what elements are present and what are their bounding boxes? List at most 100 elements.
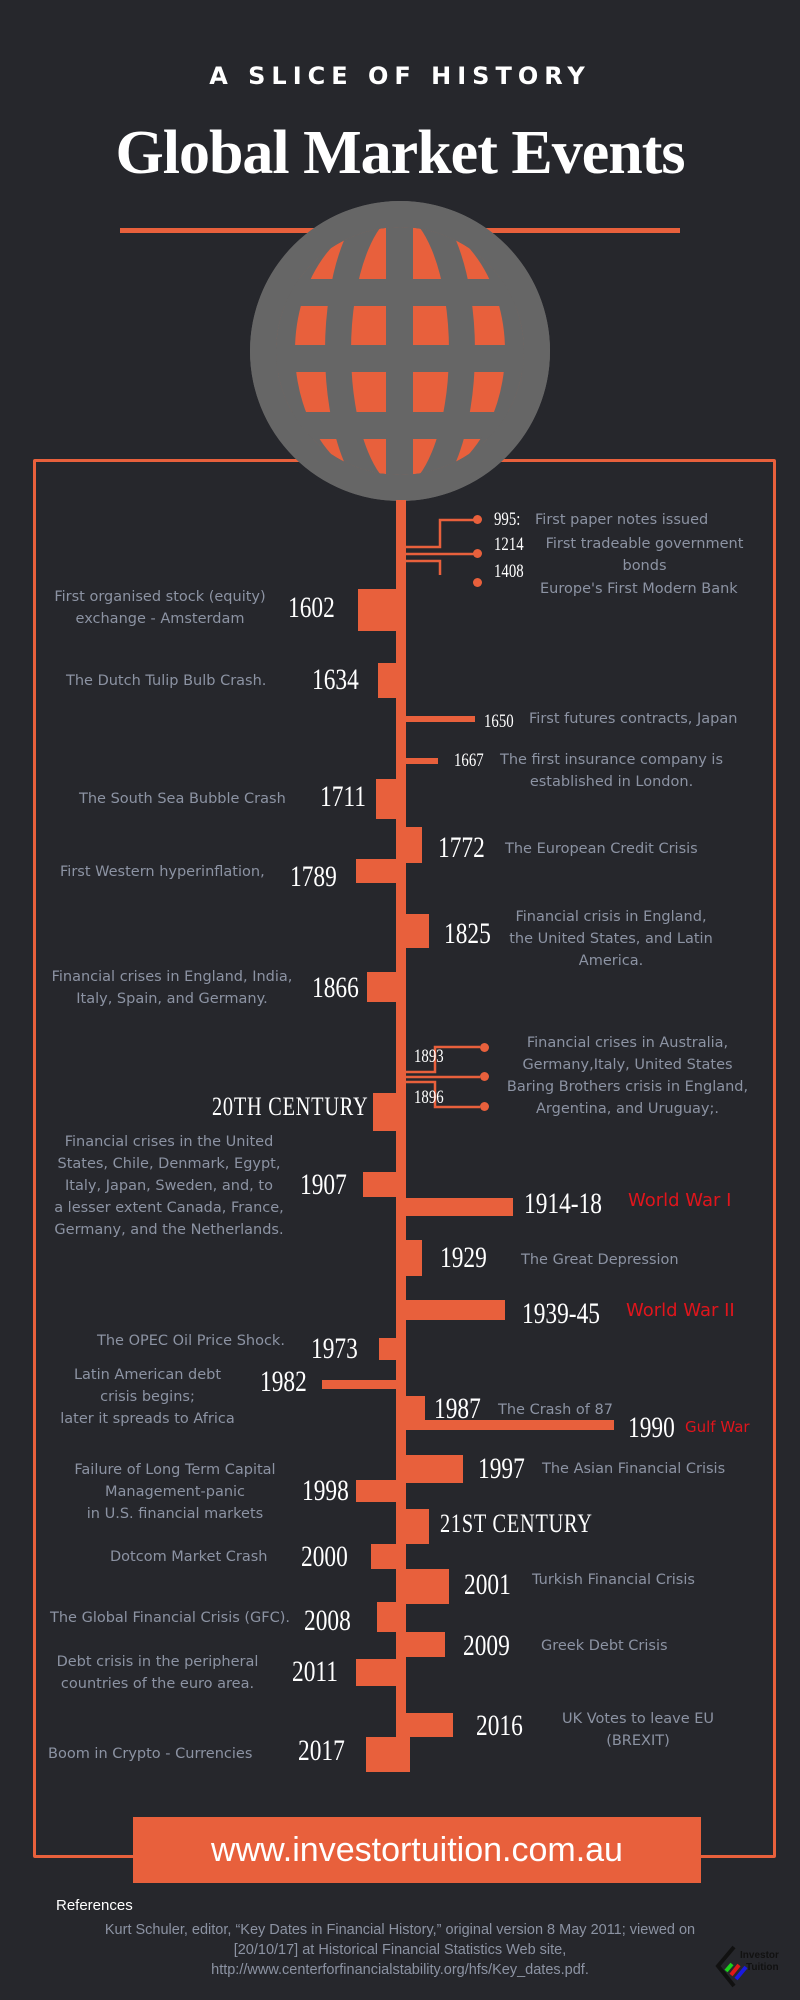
event-bar	[377, 1602, 400, 1632]
year-label: 1772	[438, 831, 485, 864]
year-label: 1408	[494, 561, 524, 582]
event-description: The Dutch Tulip Bulb Crash.	[66, 673, 267, 689]
year-label: 1973	[311, 1332, 358, 1365]
event-line: Italy, Spain, and Germany.	[76, 991, 268, 1007]
year-label: 1929	[440, 1241, 487, 1274]
event-description: Turkish Financial Crisis	[532, 1572, 695, 1588]
event-description: The first insurance company is establish…	[494, 749, 729, 793]
year-label: 1711	[320, 780, 366, 813]
event-description: The Asian Financial Crisis	[542, 1461, 726, 1477]
kicker-heading: A SLICE OF HISTORY	[209, 62, 591, 90]
event-bar	[379, 1338, 400, 1360]
logo-chevron-icon	[715, 1945, 748, 1988]
event-description: Boom in Crypto - Currencies	[48, 1746, 253, 1762]
event-dot	[473, 549, 482, 558]
year-label: 1667	[454, 750, 484, 771]
event-bar	[356, 1480, 400, 1502]
event-bar	[371, 1544, 400, 1569]
website-link[interactable]: www.investortuition.com.au	[133, 1817, 701, 1883]
year-label: 2000	[301, 1540, 348, 1573]
event-line: Management-panic	[104, 1484, 246, 1500]
year-label: 1893	[414, 1046, 444, 1067]
event-bar	[405, 1632, 445, 1657]
event-description: Latin American debt crisis begins; later…	[50, 1364, 245, 1430]
event-bar	[373, 1093, 400, 1131]
year-label: 2008	[304, 1604, 351, 1637]
year-label: 2009	[463, 1629, 510, 1662]
investor-tuition-logo: Investor Tuition	[712, 1944, 790, 1990]
event-dot	[473, 515, 482, 524]
event-line: Debt crisis in the peripheral	[56, 1654, 259, 1670]
event-description: First Western hyperinflation,	[60, 864, 265, 880]
event-line: First tradeable government	[545, 536, 744, 552]
event-description: UK Votes to leave EU (BREXIT)	[548, 1708, 728, 1752]
year-label: 2017	[298, 1734, 345, 1767]
event-description: First organised stock (equity) exchange …	[40, 586, 280, 630]
event-line: Argentina, and Uruguay;.	[536, 1101, 719, 1117]
event-line: Financial crisis in England,	[515, 909, 707, 925]
event-line: Financial crises in England, India,	[51, 969, 293, 985]
year-label: 2011	[292, 1655, 338, 1688]
event-bar	[405, 827, 422, 863]
event-description: Europe's First Modern Bank	[540, 581, 738, 597]
event-bar	[405, 1713, 453, 1737]
event-bar	[356, 1659, 400, 1686]
year-label: 1998	[302, 1474, 349, 1507]
event-bar	[363, 1172, 400, 1197]
event-dot	[480, 1043, 489, 1052]
event-line: a lesser extent Canada, France,	[54, 1200, 284, 1216]
event-bar	[405, 1569, 449, 1604]
year-label: 1866	[312, 971, 359, 1004]
event-line: Latin American debt	[73, 1367, 222, 1383]
event-description: World War II	[626, 1300, 735, 1321]
century-label: 20TH CENTURY	[212, 1092, 369, 1121]
event-line: Financial crises in Australia,	[526, 1035, 729, 1051]
event-description: First tradeable government bonds	[537, 533, 752, 577]
references-text: Kurt Schuler, editor, “Key Dates in Fina…	[50, 1920, 750, 1980]
event-description: The South Sea Bubble Crash	[79, 791, 286, 807]
year-label: 2001	[464, 1568, 511, 1601]
year-label: 1997	[478, 1452, 525, 1485]
event-line: Germany,Italy, United States	[522, 1057, 733, 1073]
event-description: Failure of Long Term Capital Management-…	[55, 1459, 295, 1525]
event-line: States, Chile, Denmark, Egypt,	[57, 1156, 281, 1172]
event-dot	[480, 1072, 489, 1081]
event-description: First paper notes issued	[535, 512, 709, 528]
event-description: The OPEC Oil Price Shock.	[97, 1333, 285, 1349]
year-label: 2016	[476, 1709, 523, 1742]
event-line: Financial crises in the United	[64, 1134, 274, 1150]
globe-icon	[250, 201, 550, 501]
event-bar	[405, 1240, 422, 1276]
event-line: countries of the euro area.	[60, 1676, 255, 1692]
event-line: Failure of Long Term Capital	[74, 1462, 276, 1478]
early-connectors	[405, 518, 476, 575]
event-line: bonds	[622, 558, 667, 574]
event-line: exchange - Amsterdam	[75, 611, 245, 627]
logo-text-line2: Tuition	[746, 1962, 779, 1973]
event-line: Baring Brothers crisis in England,	[506, 1079, 749, 1095]
event-bar	[405, 1198, 513, 1216]
page-title: Global Market Events	[115, 119, 686, 187]
year-label: 1650	[484, 711, 514, 732]
event-line: Germany, and the Netherlands.	[54, 1222, 284, 1238]
timeline-spine	[396, 500, 406, 1772]
event-description: Financial crises in Australia, Germany,I…	[500, 1032, 755, 1120]
year-label: 1914-18	[524, 1187, 602, 1220]
event-description: The European Credit Crisis	[505, 841, 698, 857]
reference-line: Kurt Schuler, editor, “Key Dates in Fina…	[104, 1922, 696, 1938]
event-bar	[405, 1509, 429, 1544]
event-description: Financial crises in the United States, C…	[47, 1131, 291, 1241]
event-bar	[405, 914, 429, 948]
event-dot	[480, 1102, 489, 1111]
event-description: Dotcom Market Crash	[110, 1549, 268, 1565]
year-label: 1634	[312, 663, 359, 696]
connectors-1890s	[405, 1045, 480, 1109]
year-label: 1987	[434, 1392, 481, 1425]
event-bar	[405, 758, 438, 764]
year-label: 1825	[444, 917, 491, 950]
year-label: 1982	[260, 1365, 307, 1398]
event-bar	[366, 1737, 410, 1772]
reference-line: [20/10/17] at Historical Financial Stati…	[233, 1942, 567, 1958]
event-description: Greek Debt Crisis	[541, 1638, 668, 1654]
year-label: 1896	[414, 1087, 444, 1108]
